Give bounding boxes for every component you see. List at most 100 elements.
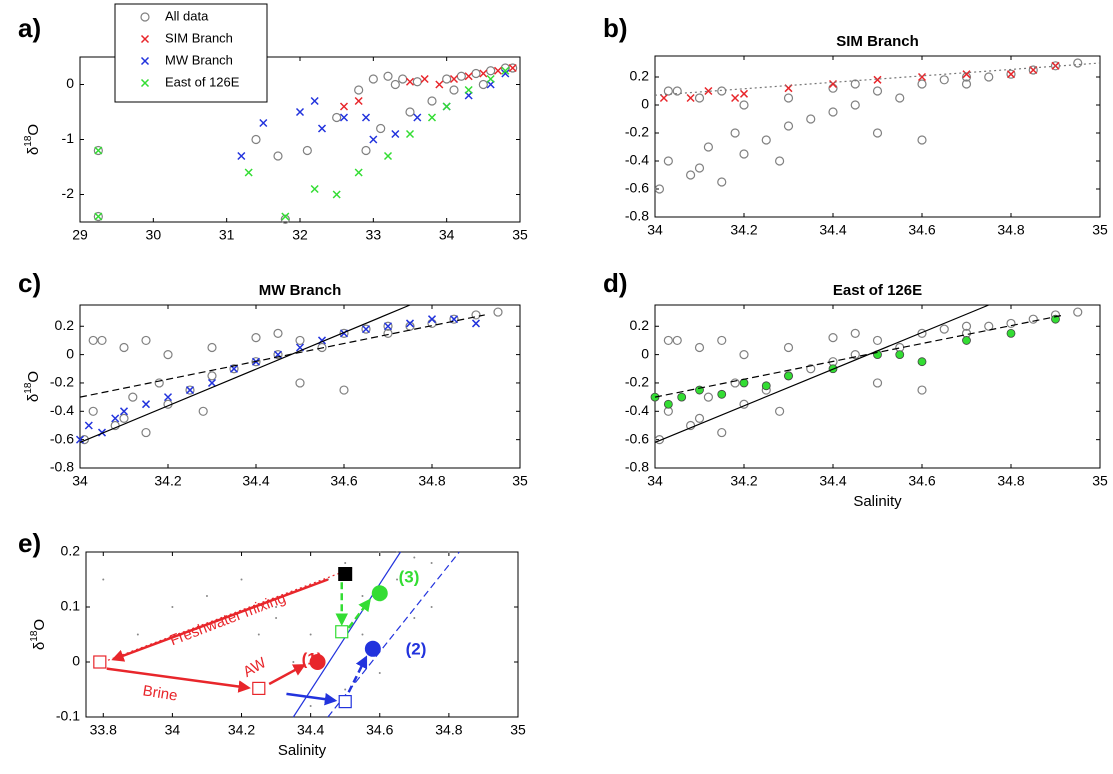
point <box>354 96 363 106</box>
x-tick-label: 35 <box>1092 473 1108 489</box>
point <box>659 93 668 103</box>
x-tick-label: 34.6 <box>908 222 935 238</box>
x-tick-label: 34.2 <box>730 473 757 489</box>
point <box>244 168 253 177</box>
y-tick-label: -0.6 <box>50 430 74 446</box>
y-tick-label: -0.1 <box>56 708 80 724</box>
point <box>961 321 972 331</box>
point <box>1028 65 1038 75</box>
point <box>717 86 727 96</box>
point <box>478 79 488 90</box>
point <box>405 129 415 139</box>
point <box>686 93 695 103</box>
point <box>154 378 164 388</box>
arrow <box>268 664 306 686</box>
point <box>1006 69 1016 79</box>
point <box>420 74 429 84</box>
point <box>383 151 393 161</box>
point <box>872 128 883 138</box>
point <box>872 335 883 346</box>
point <box>962 336 971 345</box>
point <box>376 123 386 134</box>
point <box>493 66 503 75</box>
point <box>486 74 495 84</box>
point <box>663 335 673 346</box>
point <box>1073 307 1083 317</box>
point <box>685 420 696 431</box>
point <box>430 562 433 564</box>
y-tick-label: -0.6 <box>625 180 649 196</box>
x-tick-label: 34.8 <box>997 222 1024 238</box>
point <box>398 74 408 84</box>
legend-box <box>114 3 268 103</box>
x-tick-label: 33.8 <box>90 722 117 738</box>
point <box>332 112 342 123</box>
point <box>694 342 705 353</box>
point <box>332 190 341 199</box>
point <box>917 135 927 145</box>
point <box>984 321 994 331</box>
point <box>310 96 319 106</box>
x-tick-label: 34.6 <box>330 473 357 489</box>
x-tick-label: 34 <box>647 222 663 238</box>
point <box>783 93 794 103</box>
point <box>361 633 364 636</box>
point <box>361 595 364 597</box>
point <box>361 325 371 334</box>
arrow <box>111 578 329 662</box>
point <box>339 102 349 111</box>
fit-line <box>79 314 485 398</box>
y-axis-label: δ18O <box>23 124 42 155</box>
point <box>939 324 949 334</box>
point <box>369 135 378 144</box>
point <box>361 113 371 122</box>
point <box>685 170 696 180</box>
point <box>281 212 290 221</box>
point <box>273 328 283 338</box>
point <box>97 335 107 346</box>
point <box>251 357 261 367</box>
point <box>850 350 860 360</box>
point <box>1028 314 1038 324</box>
y-tick-label: -0.4 <box>625 402 649 418</box>
point <box>917 385 927 395</box>
x-tick-label: 34 <box>439 227 455 243</box>
y-axis-label-part: δ <box>25 394 42 402</box>
point <box>390 79 400 90</box>
y-axis-label: δ18O <box>29 619 48 650</box>
point <box>257 633 260 636</box>
point <box>694 93 705 103</box>
y-tick-label: -0.2 <box>625 374 649 390</box>
point <box>663 156 673 166</box>
point <box>850 79 860 89</box>
panel-label: c) <box>18 268 41 298</box>
axes-frame <box>79 304 521 469</box>
point <box>405 107 415 117</box>
point <box>405 319 415 328</box>
annotation: (1) <box>302 649 323 668</box>
x-tick-label: 35 <box>510 722 526 738</box>
x-tick-label: 35 <box>512 227 528 243</box>
x-axis-label: Salinity <box>853 493 902 510</box>
y-tick-label: -0.2 <box>50 374 74 390</box>
point <box>1006 70 1016 79</box>
point <box>774 156 785 166</box>
point <box>344 562 347 564</box>
point <box>88 406 98 416</box>
point <box>464 72 473 81</box>
panel-label: e) <box>18 528 41 558</box>
point <box>501 66 510 75</box>
point <box>774 406 785 416</box>
point <box>939 75 949 85</box>
annotation: Freshwater mixing <box>168 590 288 650</box>
point <box>185 386 195 395</box>
key-point <box>93 655 107 669</box>
point <box>413 617 416 619</box>
panel-title: SIM Branch <box>836 33 919 50</box>
point <box>449 85 459 95</box>
fit-line <box>79 304 411 444</box>
x-tick-label: 34.6 <box>908 473 935 489</box>
panel-title: MW Branch <box>259 282 342 299</box>
x-tick-label: 34.2 <box>154 473 181 489</box>
x-tick-label: 34.8 <box>997 473 1024 489</box>
